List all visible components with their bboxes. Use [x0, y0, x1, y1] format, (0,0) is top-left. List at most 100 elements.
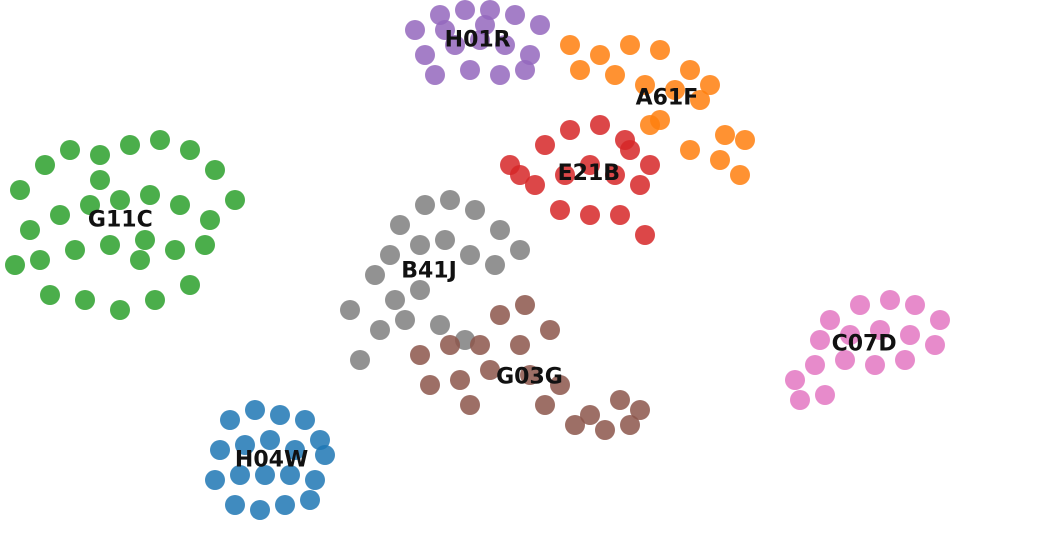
point: [270, 405, 290, 425]
point: [365, 265, 385, 285]
point: [225, 190, 245, 210]
point: [495, 35, 515, 55]
point: [895, 350, 915, 370]
point: [435, 230, 455, 250]
point: [275, 495, 295, 515]
point: [480, 360, 500, 380]
point: [610, 390, 630, 410]
point: [90, 145, 110, 165]
point: [505, 5, 525, 25]
point: [205, 160, 225, 180]
point: [180, 140, 200, 160]
point: [620, 415, 640, 435]
point: [370, 320, 390, 340]
point: [850, 295, 870, 315]
point: [440, 335, 460, 355]
point: [640, 155, 660, 175]
cluster-label: A61F: [636, 86, 699, 111]
point: [730, 165, 750, 185]
point: [650, 40, 670, 60]
point: [550, 375, 570, 395]
point: [820, 310, 840, 330]
cluster-label: G03G: [496, 365, 563, 390]
point: [700, 75, 720, 95]
point: [60, 140, 80, 160]
point: [640, 115, 660, 135]
point: [565, 415, 585, 435]
point: [395, 310, 415, 330]
point: [900, 325, 920, 345]
point: [100, 235, 120, 255]
point: [805, 355, 825, 375]
point: [305, 470, 325, 490]
cluster-label: H04W: [235, 448, 308, 473]
point: [515, 60, 535, 80]
point: [235, 435, 255, 455]
point: [135, 230, 155, 250]
point: [90, 170, 110, 190]
point: [415, 195, 435, 215]
point: [140, 185, 160, 205]
point: [80, 195, 100, 215]
point: [110, 190, 130, 210]
point: [110, 300, 130, 320]
point: [520, 365, 540, 385]
point: [790, 390, 810, 410]
point: [445, 35, 465, 55]
point: [465, 200, 485, 220]
point: [925, 335, 945, 355]
point: [435, 20, 455, 40]
point: [20, 220, 40, 240]
point: [340, 300, 360, 320]
point: [525, 175, 545, 195]
point: [485, 255, 505, 275]
point: [560, 120, 580, 140]
point: [220, 410, 240, 430]
point: [380, 245, 400, 265]
point: [285, 440, 305, 460]
point: [880, 290, 900, 310]
point: [280, 465, 300, 485]
point: [390, 215, 410, 235]
point: [260, 430, 280, 450]
point: [840, 325, 860, 345]
point: [440, 190, 460, 210]
point: [590, 45, 610, 65]
point: [710, 150, 730, 170]
point: [425, 65, 445, 85]
point: [430, 315, 450, 335]
point: [35, 155, 55, 175]
point: [870, 320, 890, 340]
point: [530, 15, 550, 35]
labels: G11C H01R A61F E21B B41J G03G C07D H04W: [88, 28, 897, 473]
point: [555, 165, 575, 185]
point: [510, 335, 530, 355]
point: [620, 140, 640, 160]
point: [865, 355, 885, 375]
point: [630, 400, 650, 420]
point: [210, 440, 230, 460]
point: [460, 245, 480, 265]
point: [535, 395, 555, 415]
point: [120, 135, 140, 155]
point: [680, 60, 700, 80]
point: [420, 375, 440, 395]
point: [225, 495, 245, 515]
point: [180, 275, 200, 295]
point: [605, 165, 625, 185]
points: [5, 0, 950, 520]
point: [510, 240, 530, 260]
point: [540, 320, 560, 340]
point: [490, 220, 510, 240]
point: [490, 65, 510, 85]
point: [455, 0, 475, 20]
point: [595, 420, 615, 440]
point: [170, 195, 190, 215]
point: [460, 395, 480, 415]
point: [385, 290, 405, 310]
point: [580, 155, 600, 175]
point: [145, 290, 165, 310]
point: [475, 15, 495, 35]
point: [255, 465, 275, 485]
